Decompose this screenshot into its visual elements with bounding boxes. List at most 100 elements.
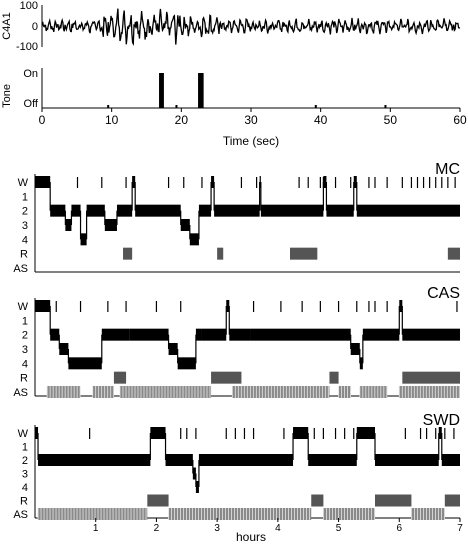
- tone-xtick-label: 60: [453, 113, 467, 127]
- stage-block: [35, 427, 39, 439]
- stage-block: [214, 204, 260, 217]
- stage-block: [80, 233, 87, 246]
- stage-label: 4: [22, 482, 28, 494]
- stage-block: [59, 343, 69, 355]
- stage-block: [359, 357, 363, 370]
- as-block: [47, 386, 81, 398]
- stage-label: R: [20, 249, 28, 261]
- stage-label: AS: [13, 509, 28, 521]
- tone-off-marker: [107, 105, 110, 108]
- hours-xtick-label: 6: [397, 523, 403, 534]
- as-block: [120, 386, 212, 398]
- hours-xtick-label: 4: [275, 523, 281, 534]
- stage-label: 3: [22, 220, 28, 232]
- stage-block: [308, 454, 357, 466]
- stage-block: [195, 481, 199, 493]
- tone-xtick-label: 0: [39, 113, 46, 127]
- stage-block: [180, 219, 190, 231]
- hypnogram-mc-title: MC: [435, 161, 460, 178]
- tone-on-bar: [198, 73, 204, 108]
- stage-block: [101, 328, 130, 341]
- stage-label: 1: [22, 442, 28, 454]
- as-block: [232, 386, 330, 398]
- tone-off-marker: [161, 105, 164, 108]
- stage-label: 4: [22, 234, 28, 246]
- stage-label: 1: [22, 315, 28, 327]
- stage-label: 3: [22, 469, 28, 481]
- eeg-ytick-100: 100: [20, 0, 38, 12]
- stage-label: R: [20, 496, 28, 508]
- hours-xtick-label: 3: [214, 523, 220, 534]
- stage-block: [38, 454, 151, 466]
- as-block: [359, 386, 388, 398]
- stage-block: [168, 343, 178, 355]
- stage-block: [356, 427, 375, 439]
- stage-block: [350, 343, 360, 355]
- hours-xtick-label: 2: [154, 523, 160, 534]
- stage-block: [441, 454, 460, 466]
- as-block: [92, 386, 114, 398]
- stage-label: W: [18, 301, 29, 313]
- stage-label: AS: [13, 387, 28, 399]
- stage-label: W: [18, 428, 29, 440]
- rem-block: [113, 371, 127, 384]
- stage-block: [198, 454, 294, 466]
- stage-label: 2: [22, 206, 28, 218]
- stage-block: [104, 219, 117, 231]
- stage-label: 3: [22, 344, 28, 356]
- hypnogram-cas-title: CAS: [427, 285, 460, 302]
- rem-block: [375, 494, 412, 507]
- stage-block: [129, 328, 169, 341]
- stage-label: R: [20, 373, 28, 385]
- hypnogram-swd-panel: SWD W 12 34 RAS: [13, 412, 460, 521]
- stage-block: [189, 233, 199, 246]
- stage-block: [132, 176, 136, 188]
- stage-block: [211, 176, 215, 188]
- hypnogram-swd-title: SWD: [423, 412, 460, 429]
- stage-block: [250, 328, 351, 341]
- eeg-ytick-0: 0: [32, 21, 38, 33]
- stage-label: 2: [22, 330, 28, 342]
- stage-block: [293, 427, 309, 439]
- hours-xticks: 1 2 3 4 5 6 7: [93, 518, 463, 534]
- stage-block: [116, 204, 133, 217]
- hypnogram-mc-panel: MC W 1 2 3 4 R AS: [13, 161, 460, 275]
- as-block: [168, 508, 312, 520]
- stage-block: [362, 328, 400, 341]
- stage-block: [150, 427, 166, 439]
- rem-block: [311, 494, 324, 507]
- tone-ytick-off: Off: [24, 98, 39, 110]
- rem-block: [402, 371, 460, 384]
- rem-block: [447, 247, 460, 260]
- stage-block: [438, 427, 442, 439]
- stage-block: [165, 454, 193, 466]
- stage-block: [50, 204, 66, 217]
- stage-block: [177, 357, 196, 370]
- stage-label: AS: [13, 263, 28, 275]
- stage-block: [229, 328, 251, 341]
- stage-block: [226, 300, 230, 312]
- stage-block: [192, 467, 196, 480]
- stage-block: [195, 328, 202, 341]
- tone-off-marker: [384, 105, 387, 108]
- stage-block: [402, 328, 460, 341]
- hours-xtick-label: 7: [457, 523, 463, 534]
- stage-block: [50, 328, 60, 341]
- tone-ytick-on: On: [23, 68, 38, 80]
- stage-block: [356, 204, 460, 217]
- as-block: [411, 508, 445, 520]
- hours-xlabel: hours: [236, 530, 266, 544]
- rem-block: [329, 371, 339, 384]
- stage-block: [68, 357, 102, 370]
- tone-on-bar: [159, 73, 164, 108]
- stage-block: [71, 204, 81, 217]
- stage-block: [135, 204, 181, 217]
- stage-block: [260, 204, 324, 217]
- eeg-panel: C4A1 100 0 -100: [1, 0, 461, 53]
- stage-block: [353, 176, 357, 188]
- stage-block: [323, 176, 327, 188]
- stage-label: 1: [22, 191, 28, 203]
- rem-block: [217, 247, 224, 260]
- rem-block: [290, 247, 318, 260]
